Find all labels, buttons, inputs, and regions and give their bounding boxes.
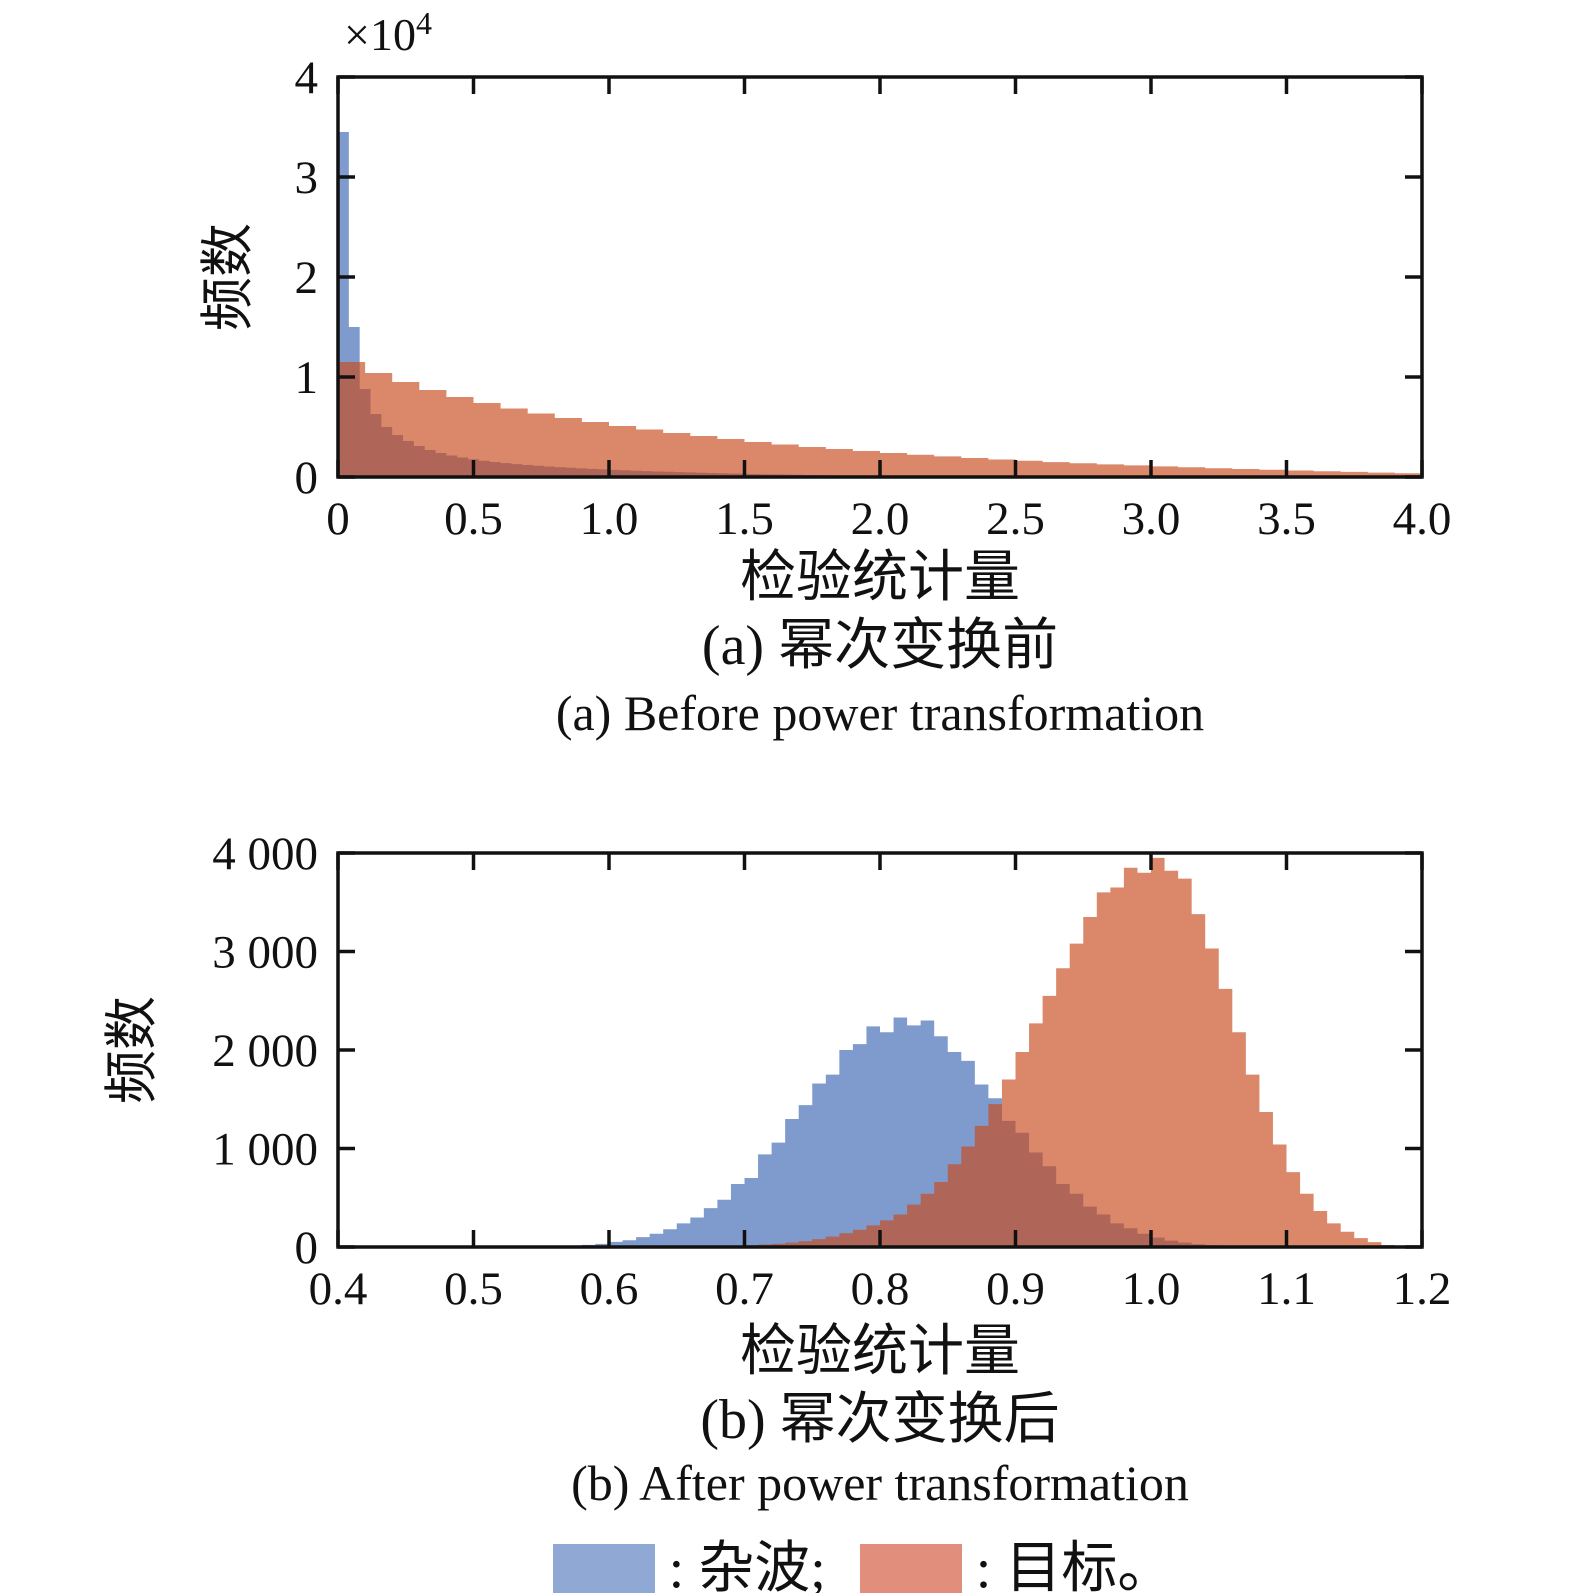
series-target	[649, 857, 1395, 1247]
y-tick-label: 4 000	[212, 828, 318, 880]
y-axis-label: 频数	[102, 996, 162, 1104]
x-tick-label: 0	[326, 493, 350, 545]
x-tick-label: 1.0	[1122, 1263, 1181, 1315]
x-tick-label: 3.0	[1122, 493, 1181, 545]
legend: : 杂波; : 目标。	[338, 1538, 1422, 1593]
x-tick-label: 0.8	[851, 1263, 910, 1315]
legend-target-label: : 目标。	[975, 1538, 1174, 1593]
x-tick-label: 4.0	[1393, 493, 1452, 545]
x-tick-label: 0.4	[309, 1263, 368, 1315]
y-tick-label: 2 000	[212, 1025, 318, 1077]
y-axis-multiplier: ×104	[344, 5, 432, 60]
chart-a-xlabel: 检验统计量	[740, 547, 1020, 609]
legend-clutter-swatch	[552, 1544, 655, 1593]
y-axis-label: 频数	[198, 223, 258, 331]
y-tick-label: 1	[295, 352, 319, 404]
plot-frame	[336, 75, 1424, 479]
chart-b-subtitle-zh: (b) 幂次变换后	[700, 1389, 1060, 1451]
y-tick-label: 4	[295, 52, 319, 104]
chart-after-power-transformation: 0.4 0.5 0.6 0.7 0.8 0.9 1.0 1.1 1.2 0 1 000 2 000 3 …	[102, 828, 1452, 1315]
chart-b-xlabel: 检验统计量	[740, 1321, 1020, 1383]
chart-before-power-transformation: 0 0.5 1.0 1.5 2.0 2.5 3.0 3.5 4.0 0 1 2 3 4 频数 ×104	[198, 5, 1452, 545]
x-tick-label: 0.9	[986, 1263, 1045, 1315]
chart-a-subtitle-zh: (a) 幂次变换前	[701, 615, 1059, 677]
x-tick-label: 0.6	[580, 1263, 639, 1315]
legend-target-swatch	[859, 1544, 962, 1593]
x-tick-label: 2.0	[851, 493, 910, 545]
x-tick-label: 0.5	[444, 1263, 503, 1315]
y-tick-label: 2	[295, 252, 319, 304]
x-tick-label: 2.5	[986, 493, 1045, 545]
y-tick-label: 0	[295, 452, 319, 504]
y-tick-label: 1 000	[212, 1124, 318, 1176]
x-tick-label: 3.5	[1257, 493, 1316, 545]
y-tick-label: 3	[295, 152, 319, 204]
chart-a-subtitle-en: (a) Before power transformation	[555, 685, 1205, 741]
series-target	[338, 362, 1422, 477]
legend-clutter-label: : 杂波;	[668, 1538, 826, 1593]
x-tick-label: 1.1	[1257, 1263, 1316, 1315]
chart-b-subtitle-en: (b) After power transformation	[571, 1455, 1189, 1511]
x-tick-label: 1.2	[1393, 1263, 1452, 1315]
x-tick-label: 0.7	[715, 1263, 774, 1315]
x-tick-label: 0.5	[444, 493, 503, 545]
y-tick-label: 0	[295, 1222, 319, 1274]
plot-frame	[336, 851, 1424, 1249]
x-tick-label: 1.0	[580, 493, 639, 545]
y-tick-label: 3 000	[212, 927, 318, 979]
x-tick-label: 1.5	[715, 493, 774, 545]
